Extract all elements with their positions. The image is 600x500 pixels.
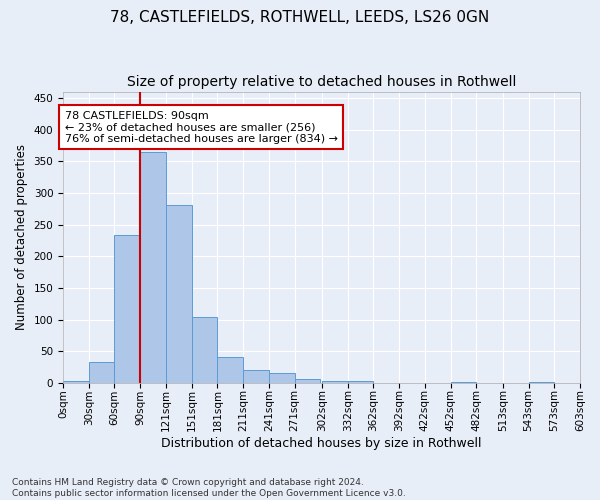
Bar [269,373,295,383]
Bar [347,381,373,383]
Bar [63,381,89,383]
Bar [295,380,320,383]
Title: Size of property relative to detached houses in Rothwell: Size of property relative to detached ho… [127,75,516,89]
X-axis label: Distribution of detached houses by size in Rothwell: Distribution of detached houses by size … [161,437,482,450]
Bar [322,380,347,383]
Bar [166,205,191,383]
Y-axis label: Number of detached properties: Number of detached properties [15,144,28,330]
Bar [451,382,476,383]
Text: Contains HM Land Registry data © Crown copyright and database right 2024.
Contai: Contains HM Land Registry data © Crown c… [12,478,406,498]
Bar [217,357,243,383]
Bar [115,235,140,383]
Bar [89,362,115,383]
Bar [191,316,217,383]
Bar [140,152,166,383]
Bar [243,370,269,383]
Bar [529,382,554,383]
Text: 78, CASTLEFIELDS, ROTHWELL, LEEDS, LS26 0GN: 78, CASTLEFIELDS, ROTHWELL, LEEDS, LS26 … [110,10,490,25]
Text: 78 CASTLEFIELDS: 90sqm
← 23% of detached houses are smaller (256)
76% of semi-de: 78 CASTLEFIELDS: 90sqm ← 23% of detached… [65,110,338,144]
